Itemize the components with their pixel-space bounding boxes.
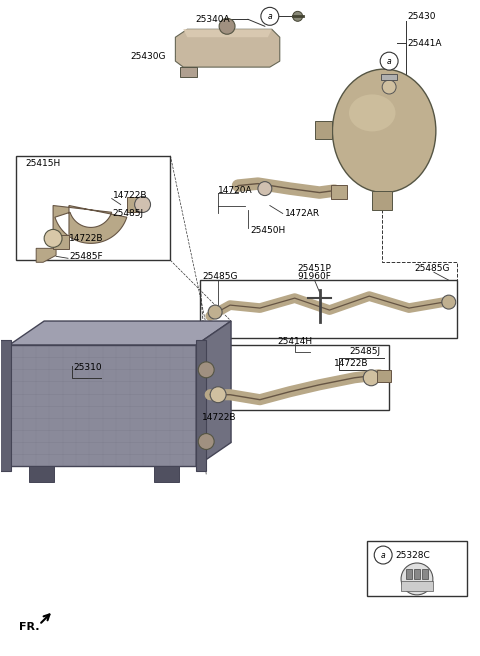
Text: 25485J: 25485J — [113, 209, 144, 218]
Bar — [377, 370, 391, 382]
Polygon shape — [372, 191, 392, 211]
Polygon shape — [175, 30, 280, 67]
Text: 14722B: 14722B — [69, 234, 104, 243]
Text: 25430G: 25430G — [131, 52, 166, 60]
Ellipse shape — [333, 69, 436, 193]
Bar — [155, 466, 180, 482]
Text: 25485G: 25485G — [202, 272, 238, 281]
Bar — [16, 155, 170, 260]
Bar — [401, 581, 433, 591]
Circle shape — [442, 295, 456, 309]
Circle shape — [210, 387, 226, 403]
Text: 14722B: 14722B — [335, 359, 369, 369]
Text: 25414H: 25414H — [278, 337, 313, 346]
Text: 25485F: 25485F — [69, 252, 103, 261]
Text: 91960F: 91960F — [298, 272, 332, 281]
Text: 25450H: 25450H — [250, 226, 285, 235]
Text: FR.: FR. — [19, 622, 40, 632]
Ellipse shape — [349, 94, 396, 131]
Polygon shape — [183, 30, 272, 37]
Text: 25430: 25430 — [407, 12, 435, 21]
Circle shape — [261, 7, 279, 26]
Circle shape — [374, 546, 392, 564]
Circle shape — [401, 563, 433, 595]
Polygon shape — [196, 321, 231, 466]
Circle shape — [380, 52, 398, 70]
Circle shape — [219, 18, 235, 34]
Text: 25485G: 25485G — [414, 264, 449, 273]
Text: 25485J: 25485J — [349, 348, 381, 356]
Polygon shape — [314, 121, 333, 139]
Bar — [127, 197, 143, 213]
Bar — [200, 280, 457, 338]
Bar — [414, 569, 420, 579]
Polygon shape — [9, 321, 231, 345]
Bar — [0, 340, 12, 472]
Text: 25451P: 25451P — [298, 264, 332, 273]
Text: a: a — [267, 12, 272, 21]
Text: 25441A: 25441A — [407, 39, 442, 48]
Circle shape — [198, 362, 214, 378]
Text: 25340A: 25340A — [195, 15, 230, 24]
Circle shape — [382, 80, 396, 94]
Circle shape — [134, 197, 151, 213]
Bar — [406, 569, 412, 579]
Text: 14720A: 14720A — [218, 186, 253, 195]
Text: a: a — [387, 56, 392, 66]
Polygon shape — [36, 249, 56, 262]
Circle shape — [208, 305, 222, 319]
Polygon shape — [53, 205, 127, 243]
Circle shape — [293, 11, 302, 21]
Circle shape — [198, 434, 214, 449]
Bar — [53, 236, 69, 249]
Bar — [367, 541, 467, 596]
Bar — [381, 74, 397, 80]
Bar — [422, 569, 428, 579]
Text: a: a — [381, 550, 385, 560]
Text: 14722B: 14722B — [113, 191, 147, 200]
Text: 14722B: 14722B — [202, 413, 237, 422]
Polygon shape — [180, 67, 197, 77]
Bar — [200, 345, 389, 409]
Circle shape — [363, 370, 379, 386]
Circle shape — [258, 182, 272, 195]
Bar — [9, 345, 196, 466]
Text: 25310: 25310 — [73, 363, 102, 373]
Text: 1472AR: 1472AR — [285, 209, 320, 218]
Text: 25328C: 25328C — [395, 550, 430, 560]
Bar — [196, 340, 206, 472]
Bar — [332, 184, 348, 199]
Circle shape — [44, 230, 62, 247]
Text: 25415H: 25415H — [25, 159, 60, 168]
Bar — [29, 466, 54, 482]
